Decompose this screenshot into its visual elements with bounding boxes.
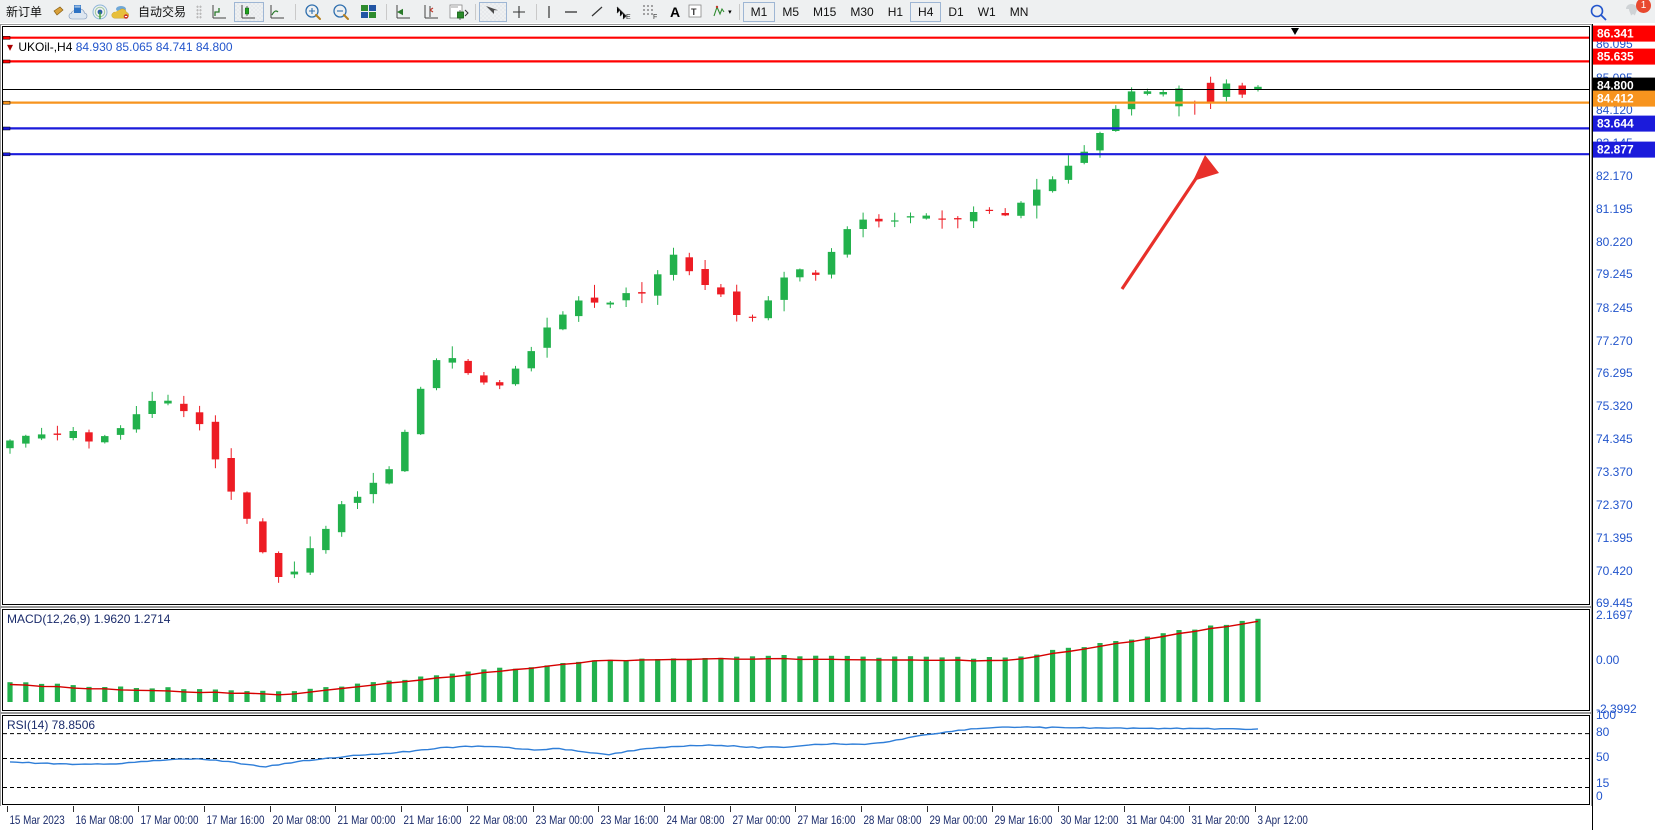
svg-text:T: T — [691, 7, 697, 17]
svg-text:F: F — [653, 14, 657, 20]
svg-text:E: E — [626, 14, 631, 20]
